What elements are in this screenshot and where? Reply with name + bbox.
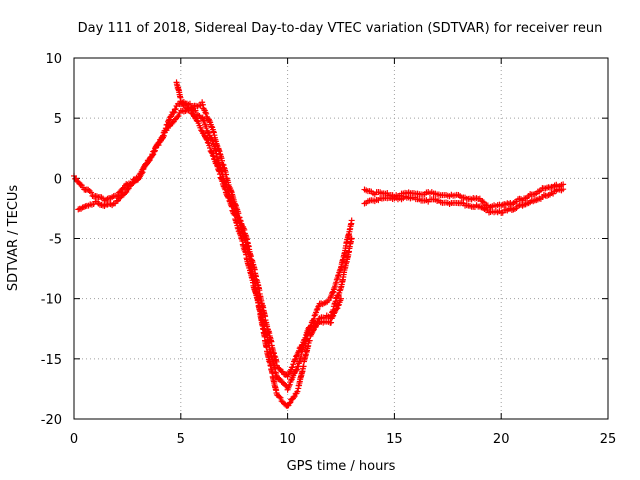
data-point-marker: [479, 198, 486, 205]
data-point-marker: [276, 375, 283, 382]
y-tick-label: -20: [41, 413, 62, 428]
data-point-marker: [155, 142, 162, 149]
y-tick-label: -5: [49, 233, 62, 248]
data-point-marker: [315, 303, 322, 310]
data-point-marker: [335, 302, 342, 309]
x-tick-label: 20: [493, 432, 510, 447]
data-point-marker: [486, 204, 493, 211]
data-point-marker: [172, 105, 179, 112]
data-point-marker: [122, 190, 129, 197]
data-point-marker: [208, 123, 215, 130]
data-point-marker: [77, 181, 84, 188]
data-point-marker: [135, 175, 142, 182]
axis-ticks: 0 5 10 15 20 25 -20 -15 -10 -5 0 5 10: [41, 52, 617, 447]
data-point-marker: [294, 388, 301, 395]
data-point-marker: [203, 135, 210, 142]
data-point-marker: [293, 366, 300, 373]
data-point-marker: [202, 109, 209, 116]
grid-lines: [74, 58, 608, 419]
plot-frame: [73, 57, 609, 420]
data-point-marker: [291, 357, 298, 364]
data-point-marker: [480, 199, 487, 206]
data-point-marker: [203, 110, 210, 117]
data-point-marker: [160, 132, 167, 139]
data-point-marker: [149, 151, 156, 158]
data-point-marker: [116, 195, 123, 202]
data-point-marker: [338, 295, 344, 302]
data-point-marker: [313, 307, 320, 314]
chart-title: Day 111 of 2018, Sidereal Day-to-day VTE…: [78, 21, 603, 36]
y-tick-label: 10: [45, 52, 62, 67]
data-point-marker: [204, 129, 211, 136]
data-point-marker: [306, 337, 313, 344]
data-point-marker: [86, 188, 93, 195]
x-tick-label: 25: [600, 432, 617, 447]
data-point-marker: [295, 347, 302, 354]
data-point-marker: [143, 160, 150, 167]
y-tick-label: 5: [54, 112, 62, 127]
data-point-marker: [286, 381, 293, 388]
data-point-marker: [334, 305, 341, 312]
data-point-marker: [560, 181, 567, 188]
data-point-marker: [204, 139, 211, 146]
data-point-marker: [329, 313, 336, 320]
data-point-marker: [348, 235, 355, 242]
data-point-marker: [175, 112, 182, 119]
data-point-marker: [287, 399, 294, 406]
x-tick-label: 15: [386, 432, 403, 447]
x-tick-label: 5: [177, 432, 185, 447]
data-point-marker: [124, 186, 131, 193]
y-tick-label: -15: [41, 353, 62, 368]
data-point-marker: [276, 393, 283, 400]
data-point-marker: [186, 100, 193, 107]
series-track-C: [173, 79, 344, 380]
data-point-marker: [302, 334, 309, 341]
data-point-marker: [348, 217, 355, 224]
series-track-E: [361, 181, 567, 211]
data-point-marker: [290, 361, 297, 368]
data-point-marker: [209, 137, 216, 144]
y-axis-label: SDTVAR / TECUs: [6, 185, 21, 292]
data-point-marker: [289, 364, 296, 371]
data-point-marker: [328, 319, 335, 326]
data-point-marker: [169, 119, 176, 126]
data-points: [71, 79, 567, 409]
data-point-marker: [174, 114, 181, 121]
data-point-marker: [151, 147, 158, 154]
data-point-marker: [208, 149, 215, 156]
data-point-marker: [286, 400, 293, 407]
x-tick-label: 0: [70, 432, 78, 447]
y-tick-label: -10: [41, 293, 62, 308]
data-point-marker: [195, 112, 202, 119]
data-point-marker: [88, 189, 95, 196]
x-tick-label: 10: [279, 432, 296, 447]
data-point-marker: [193, 111, 200, 118]
data-point-marker: [286, 383, 293, 390]
series-track-B: [75, 105, 355, 409]
data-point-marker: [203, 125, 210, 132]
data-point-marker: [170, 110, 177, 117]
y-tick-label: 0: [54, 172, 62, 187]
data-point-marker: [199, 101, 206, 108]
series-track-D: [361, 186, 567, 216]
x-axis-label: GPS time / hours: [287, 459, 396, 474]
data-point-marker: [277, 394, 284, 401]
data-point-marker: [201, 106, 208, 113]
data-point-marker: [298, 342, 305, 349]
data-point-marker: [290, 394, 297, 401]
